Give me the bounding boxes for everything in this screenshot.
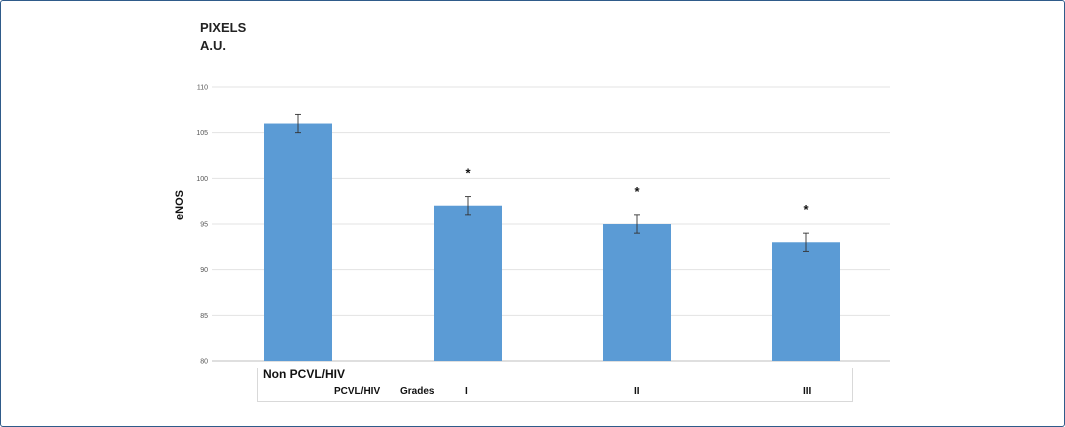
unit-label-pixels: PIXELS xyxy=(200,20,247,35)
y-tick-100: 100 xyxy=(196,176,208,183)
error-bar-0 xyxy=(295,113,301,134)
bar-0 xyxy=(264,123,332,362)
x-label-grade-iii: III xyxy=(803,386,812,397)
bar-1 xyxy=(434,205,502,361)
bars xyxy=(264,123,840,362)
significance-star-2: * xyxy=(634,184,640,199)
x-group-label-pcvl-hiv: PCVL/HIV xyxy=(334,386,381,397)
unit-label-au: A.U. xyxy=(200,38,226,53)
y-tick-80: 80 xyxy=(200,359,208,366)
y-tick-95: 95 xyxy=(200,222,208,229)
category-axis-box xyxy=(257,368,853,402)
y-axis-label: eNOS xyxy=(174,190,186,220)
x-label-grade-ii: II xyxy=(634,386,640,397)
x-label-grade-i: I xyxy=(465,386,468,397)
y-tick-110: 110 xyxy=(197,85,208,92)
significance-markers: * * * xyxy=(465,166,809,218)
bar-2 xyxy=(603,224,671,361)
significance-star-3: * xyxy=(803,202,809,217)
error-bar-3 xyxy=(803,232,809,252)
y-tick-labels: 80 85 90 95 100 105 110 xyxy=(196,85,208,366)
x-label-non-pcvl-hiv: Non PCVL/HIV xyxy=(263,367,346,381)
bar-3 xyxy=(772,242,840,361)
error-bar-1 xyxy=(465,196,471,216)
y-tick-90: 90 xyxy=(200,267,208,274)
x-group-label-grades: Grades xyxy=(400,386,435,397)
error-bars xyxy=(295,113,809,252)
y-tick-85: 85 xyxy=(200,313,208,320)
significance-star-1: * xyxy=(465,166,471,181)
y-tick-105: 105 xyxy=(196,130,208,137)
error-bar-2 xyxy=(634,214,640,234)
